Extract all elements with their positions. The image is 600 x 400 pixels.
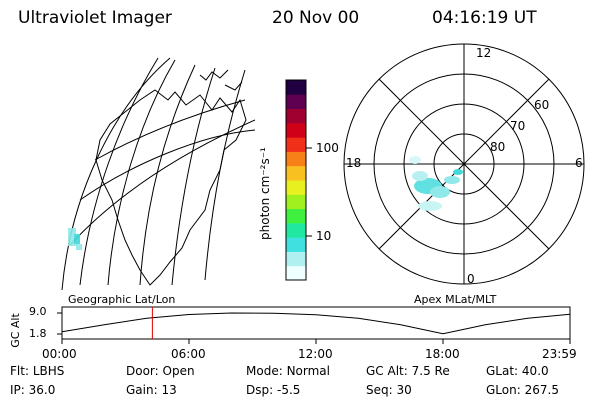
colorbar-segment	[286, 80, 306, 95]
timeline-xtick-label: 18:00	[425, 347, 460, 361]
colorbar-segment	[286, 251, 306, 267]
lat-label-70: 70	[510, 119, 526, 133]
colorbar-segment	[286, 222, 306, 238]
footer-gain: Gain: 13	[126, 383, 177, 397]
aurora-oval	[409, 156, 463, 211]
colorbar-segment	[286, 165, 306, 181]
date-label: 20 Nov 00	[272, 8, 360, 28]
timeline-xtick-label: 12:00	[298, 347, 333, 361]
colorbar-tick-100: 100	[316, 141, 339, 155]
aurora-map-patch	[68, 228, 82, 250]
timeline-ytick-bottom: 1.8	[29, 327, 47, 340]
colorbar-segment	[286, 108, 306, 124]
mlt-label-12: 12	[476, 46, 492, 60]
timeline-ytick-top: 9.0	[29, 305, 47, 318]
meridian-line	[139, 64, 196, 286]
coastline	[95, 89, 247, 286]
coastline	[199, 69, 229, 81]
colorbar-segment	[286, 137, 306, 152]
colorbar-segment	[286, 151, 306, 167]
timeline-xtick-label: 00:00	[42, 347, 77, 361]
meridian-line	[79, 57, 159, 286]
colorbar-segment	[286, 122, 306, 138]
colorbar-segment	[286, 94, 306, 110]
instrument-title: Ultraviolet Imager	[18, 8, 172, 28]
earth-limb	[61, 57, 171, 291]
colorbar-segment	[286, 265, 306, 281]
colorbar-segment	[286, 208, 306, 224]
meridian-line	[171, 67, 216, 286]
parallel-line	[79, 129, 256, 201]
footer-glat: GLat: 40.0	[486, 364, 549, 378]
coastline	[224, 81, 243, 91]
footer-dsp: Dsp: -5.5	[246, 383, 301, 397]
footer-seq: Seq: 30	[366, 383, 412, 397]
timeline-xtick-label: 06:00	[171, 347, 206, 361]
footer-flt: Flt: LBHS	[10, 364, 65, 378]
timeline-right-title: Apex MLat/MLT	[414, 293, 497, 306]
footer-gc-alt: GC Alt: 7.5 Re	[366, 364, 450, 378]
colorbar-tick-10: 10	[316, 229, 332, 243]
altitude-series-line	[61, 312, 571, 335]
colorbar-frame	[285, 79, 307, 281]
footer-door: Door: Open	[126, 364, 195, 378]
polar-axis-diagonal	[378, 78, 550, 250]
mlt-label-0: 0	[467, 272, 475, 286]
lat-label-60: 60	[534, 98, 550, 112]
footer-mode: Mode: Normal	[246, 364, 330, 378]
colorbar-segment	[286, 180, 306, 195]
timeline-left-title: Geographic Lat/Lon	[68, 293, 176, 306]
colorbar-segment	[286, 237, 306, 252]
timeline-xtick-label: 23:59	[542, 347, 577, 361]
footer-glon: GLon: 267.5	[486, 383, 559, 397]
footer-ip: IP: 36.0	[10, 383, 56, 397]
parallel-line	[69, 119, 256, 246]
time-label: 04:16:19 UT	[432, 8, 537, 28]
meridian-line	[107, 59, 176, 286]
colorbar-segment	[286, 194, 306, 210]
lat-label-80: 80	[490, 140, 506, 154]
mlt-label-6: 6	[575, 156, 583, 170]
mlt-label-18: 18	[346, 156, 362, 170]
colorbar-gradient	[286, 80, 306, 281]
